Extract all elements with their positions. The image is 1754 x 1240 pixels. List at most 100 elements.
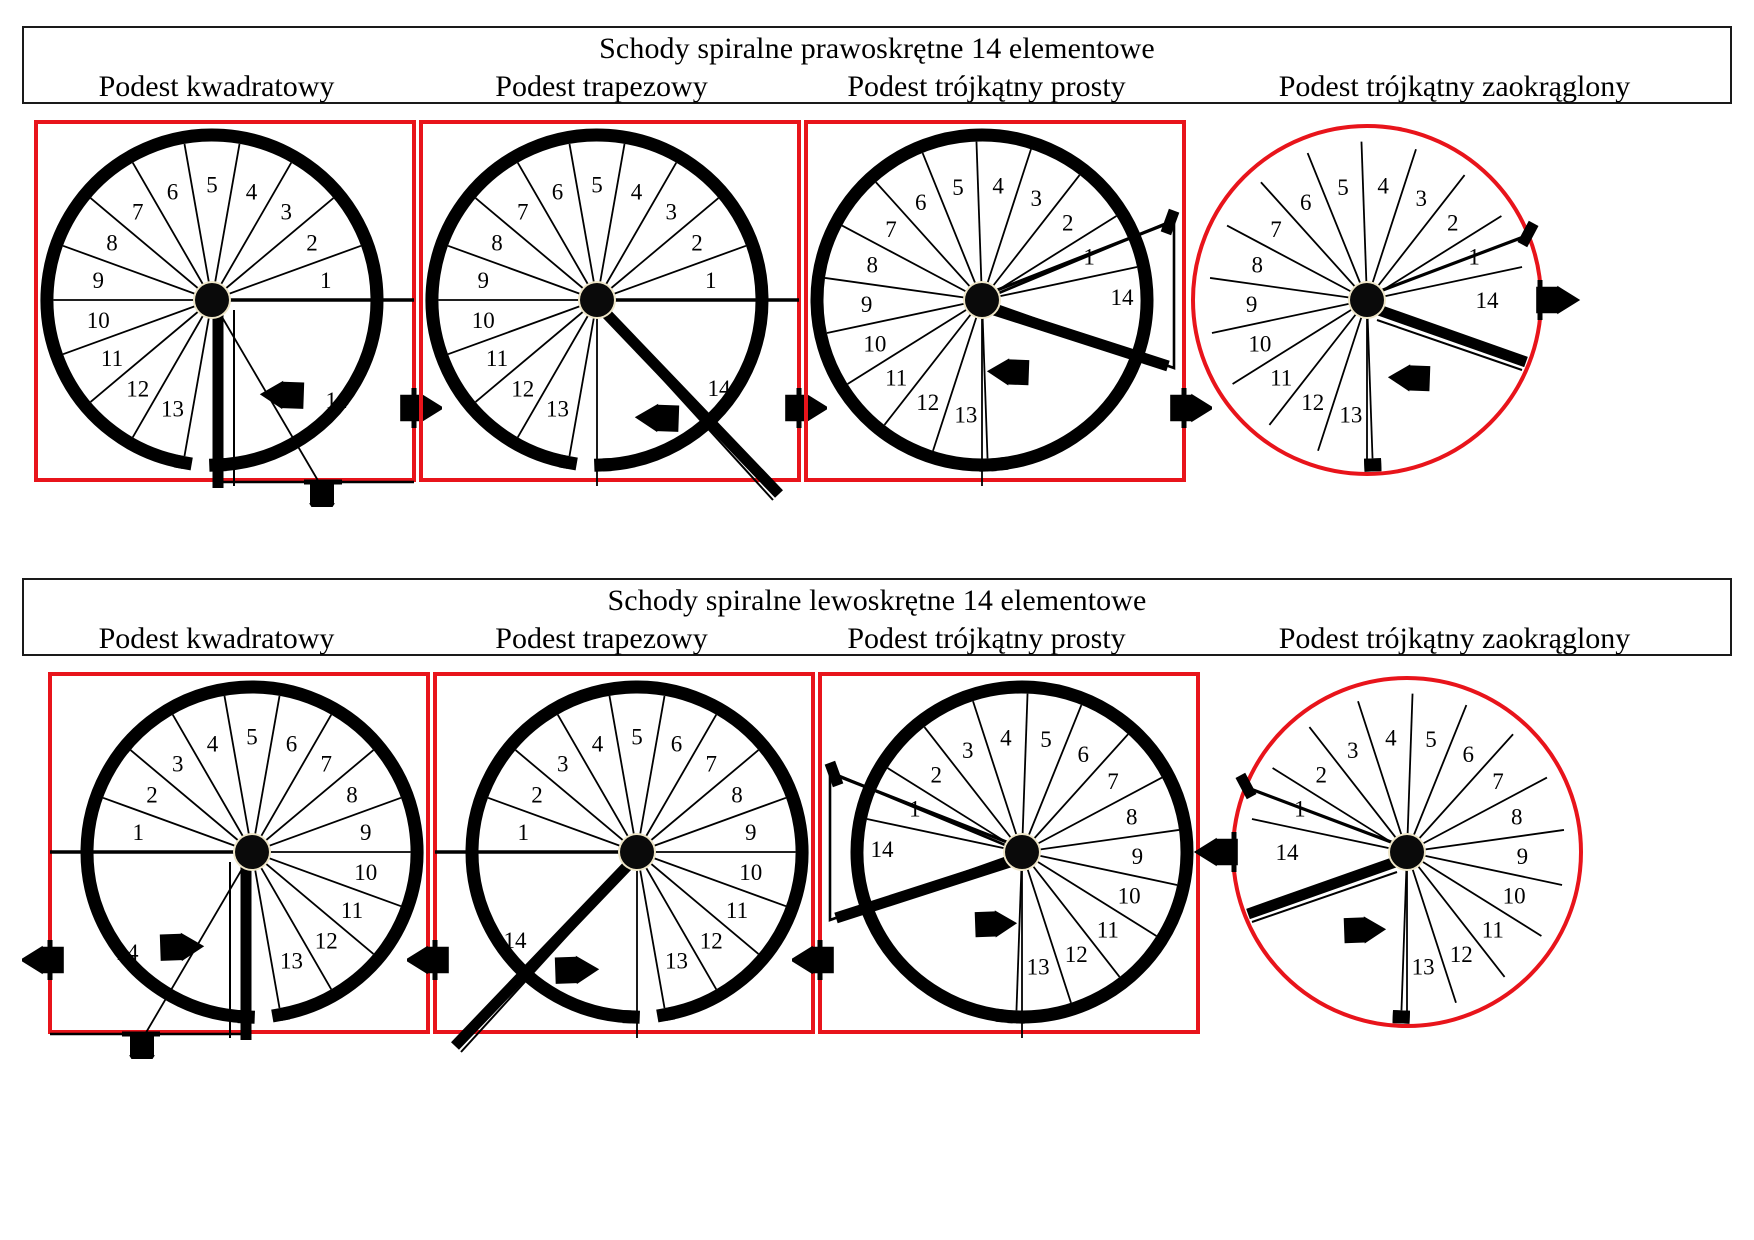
tread-divider bbox=[1366, 174, 1466, 301]
exit-arrow-icon bbox=[1193, 837, 1238, 867]
landing-top-cap bbox=[1517, 220, 1539, 248]
landing-edge-top bbox=[1366, 234, 1527, 298]
exit-arrow-icon bbox=[792, 945, 834, 975]
tread-divider bbox=[1400, 851, 1408, 1011]
tread-number: 10 bbox=[1118, 883, 1141, 908]
landing-top-cap bbox=[1235, 772, 1257, 800]
rim-arc bbox=[850, 680, 1194, 1024]
tread-divider bbox=[636, 749, 759, 853]
tread-number: 7 bbox=[1107, 769, 1119, 794]
tread-number: 2 bbox=[1062, 211, 1074, 236]
tread-number: 9 bbox=[93, 268, 105, 293]
tread-number: 8 bbox=[1126, 804, 1138, 829]
tread-number-landing: 14 bbox=[1476, 288, 1500, 313]
column-labels: Podest kwadratowy Podest trapezowy Podes… bbox=[24, 622, 1730, 656]
tread-divider-lines bbox=[1251, 693, 1565, 1011]
walking-direction-arrow-icon bbox=[634, 403, 680, 433]
tread-divider bbox=[1406, 851, 1457, 1004]
rim-arc bbox=[810, 128, 1154, 472]
handrail-inner-line bbox=[1376, 319, 1523, 371]
tread-number: 13 bbox=[1339, 402, 1362, 427]
tread-divider bbox=[921, 152, 983, 301]
tread-divider bbox=[1015, 851, 1023, 1011]
tread-number: 13 bbox=[161, 397, 184, 422]
tread-divider bbox=[62, 244, 213, 301]
outer-rim bbox=[1392, 1010, 1410, 1024]
tread-number: 5 bbox=[952, 175, 964, 200]
tread-divider bbox=[475, 197, 598, 301]
tread-divider bbox=[1021, 733, 1129, 853]
tread-divider bbox=[1211, 299, 1368, 334]
outer-rim bbox=[850, 680, 1194, 1024]
tread-divider bbox=[1209, 277, 1368, 301]
landing-top-cap bbox=[824, 760, 844, 788]
tread-divider bbox=[866, 818, 1023, 853]
central-column bbox=[1350, 283, 1384, 317]
tread-divider bbox=[1021, 851, 1178, 886]
central-column bbox=[580, 283, 614, 317]
tread-divider bbox=[1021, 851, 1121, 978]
tread-divider bbox=[251, 796, 402, 853]
tread-divider bbox=[487, 796, 638, 853]
landing-edge-top bbox=[1247, 786, 1408, 850]
walking-direction-arrow-icon bbox=[974, 910, 1018, 938]
diagram-row: 1 2 3 4 5 6 7 8 9 10 11 12 13 14 1 2 3 4 5 6 7 8 9 10 11 12 13 14 1 2… bbox=[22, 112, 1732, 507]
section-header: Schody spiralne lewoskrętne 14 elementow… bbox=[22, 578, 1732, 656]
tread-divider bbox=[251, 851, 333, 990]
rim-arc bbox=[425, 128, 769, 472]
tread-divider bbox=[824, 277, 983, 301]
tread-divider bbox=[972, 700, 1023, 853]
tread-number: 11 bbox=[726, 898, 748, 923]
rim-end-cap-top bbox=[271, 1006, 291, 1023]
tread-divider bbox=[1021, 704, 1083, 853]
tread-number: 9 bbox=[1246, 292, 1258, 317]
tread-divider-lines bbox=[824, 141, 1138, 459]
tread-number: 11 bbox=[1270, 365, 1292, 390]
tread-divider bbox=[1406, 776, 1548, 853]
tread-number: 6 bbox=[286, 732, 298, 757]
column-label-square: Podest kwadratowy bbox=[98, 70, 335, 103]
tread-number: 10 bbox=[1248, 331, 1271, 356]
tread-divider bbox=[596, 162, 678, 301]
tread-number: 2 bbox=[930, 763, 942, 788]
tread-divider bbox=[1317, 299, 1368, 452]
tread-divider-lines bbox=[1209, 141, 1523, 459]
landing-edge-top bbox=[981, 222, 1167, 298]
tread-divider bbox=[515, 749, 638, 853]
tread-divider bbox=[1406, 733, 1514, 853]
tread-number: 12 bbox=[511, 377, 534, 402]
tread-divider bbox=[102, 796, 253, 853]
tread-divider bbox=[841, 224, 983, 301]
tread-divider bbox=[1360, 141, 1368, 301]
section-prawoskretne: Schody spiralne prawoskrętne 14 elemento… bbox=[22, 26, 1732, 507]
tread-divider bbox=[1268, 299, 1368, 426]
handrail-inner-line bbox=[460, 871, 626, 1053]
section-title: Schody spiralne lewoskrętne 14 elementow… bbox=[607, 584, 1147, 617]
tread-number: 5 bbox=[1337, 175, 1349, 200]
tread-divider bbox=[556, 714, 638, 853]
tread-number: 7 bbox=[1270, 217, 1282, 242]
tread-number-landing: 14 bbox=[1276, 840, 1300, 865]
tread-divider bbox=[1406, 829, 1565, 853]
rim-end-cap-bottom bbox=[995, 1008, 1014, 1024]
column-label-triangle-straight: Podest trójkątny prosty bbox=[847, 622, 1126, 655]
section-header: Schody spiralne prawoskrętne 14 elemento… bbox=[22, 26, 1732, 104]
tread-number: 5 bbox=[1425, 727, 1437, 752]
tread-number: 12 bbox=[1065, 942, 1088, 967]
exit-arrow-icon bbox=[1170, 393, 1212, 423]
tread-number: 7 bbox=[132, 200, 144, 225]
tread-number: 3 bbox=[1030, 186, 1042, 211]
rim-arc bbox=[40, 128, 384, 472]
tread-divider bbox=[183, 299, 213, 457]
tread-number: 7 bbox=[1492, 769, 1504, 794]
tread-number: 4 bbox=[592, 732, 604, 757]
tread-divider bbox=[251, 851, 281, 1009]
column-label-triangle-straight: Podest trójkątny prosty bbox=[847, 70, 1126, 103]
tread-number: 11 bbox=[486, 346, 508, 371]
tread-number: 9 bbox=[745, 820, 757, 845]
